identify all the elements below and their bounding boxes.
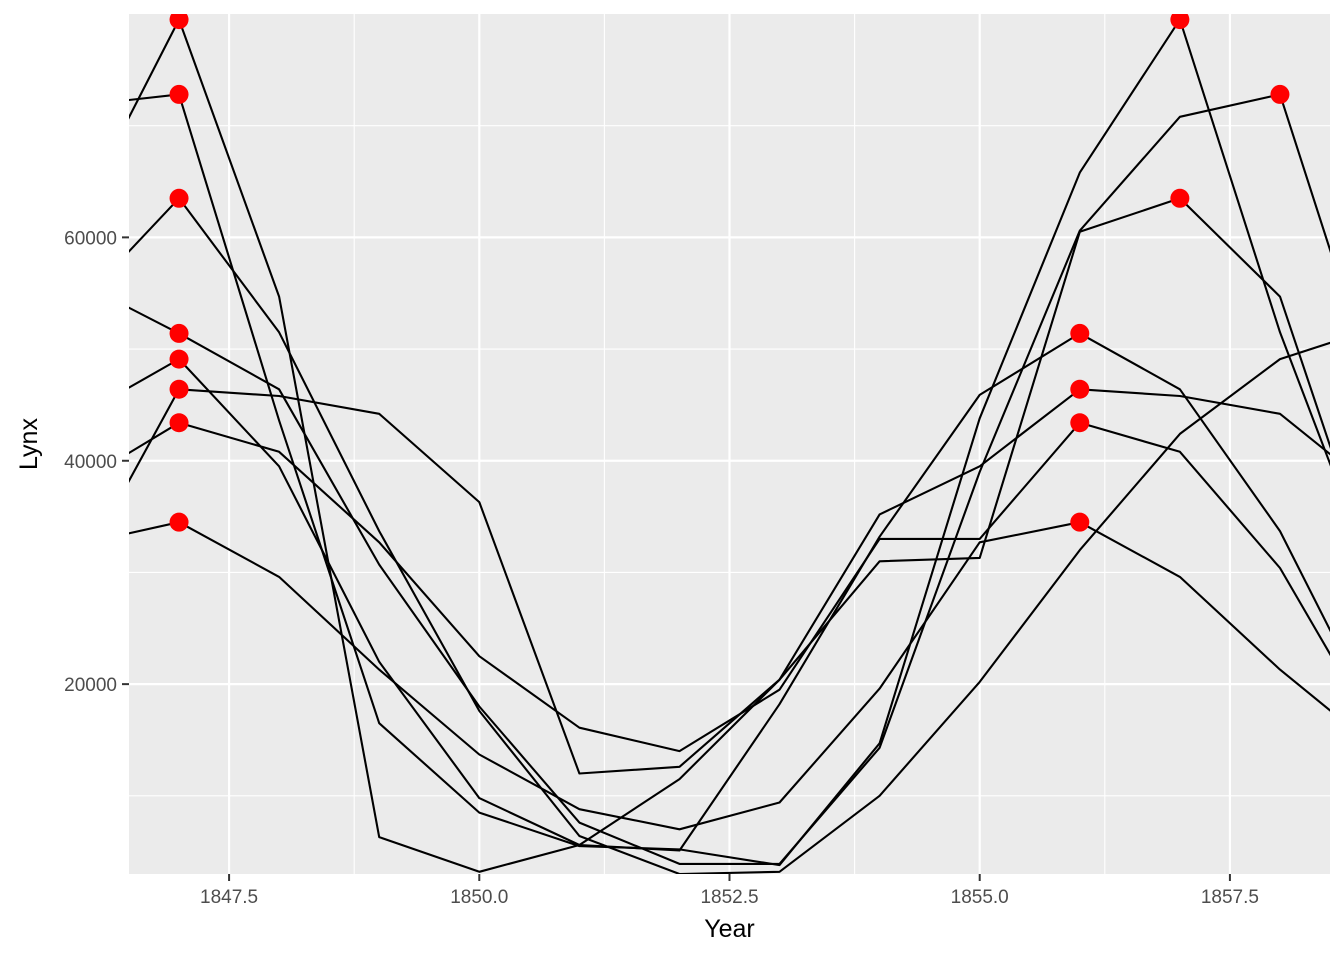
series-line-5 [129, 332, 1330, 852]
series-line-8 [129, 521, 1330, 831]
x-tick-label: 1855.0 [951, 887, 1009, 908]
y-tick-label: 20000 [64, 675, 117, 696]
data-point [169, 379, 189, 399]
y-tick-label: 40000 [64, 452, 117, 473]
data-point [1070, 413, 1090, 433]
series-points [169, 14, 1290, 532]
series-line-6 [129, 388, 1330, 775]
x-tick-label: 1847.5 [200, 887, 258, 908]
y-axis-title: Lynx [15, 418, 43, 470]
series-lines [129, 18, 1330, 874]
series-line-3 [129, 197, 1330, 874]
data-point [1170, 188, 1190, 208]
y-tick-label: 60000 [64, 228, 117, 249]
x-axis-ticks: 1847.5 1850.0 1852.5 1855.0 1857.5 [200, 874, 1259, 908]
series-line-4 [129, 93, 1330, 865]
data-point [1070, 512, 1090, 532]
data-point [169, 413, 189, 433]
x-tick-label: 1857.5 [1201, 887, 1259, 908]
x-tick-label: 1852.5 [700, 887, 758, 908]
data-point [169, 84, 189, 104]
data-point [169, 349, 189, 369]
x-tick-label: 1850.0 [450, 887, 508, 908]
data-point [1070, 379, 1090, 399]
data-point [169, 14, 189, 30]
data-point [1270, 84, 1290, 104]
x-axis-title: Year [704, 915, 755, 943]
data-point [169, 188, 189, 208]
series-line-1 [129, 18, 1330, 873]
data-point [1170, 14, 1190, 30]
series-line-7 [129, 421, 1330, 753]
series-line-2 [129, 18, 1330, 867]
data-point [169, 323, 189, 343]
data-point [1070, 323, 1090, 343]
y-axis-ticks: 20000 40000 60000 [64, 228, 129, 696]
data-point [169, 512, 189, 532]
